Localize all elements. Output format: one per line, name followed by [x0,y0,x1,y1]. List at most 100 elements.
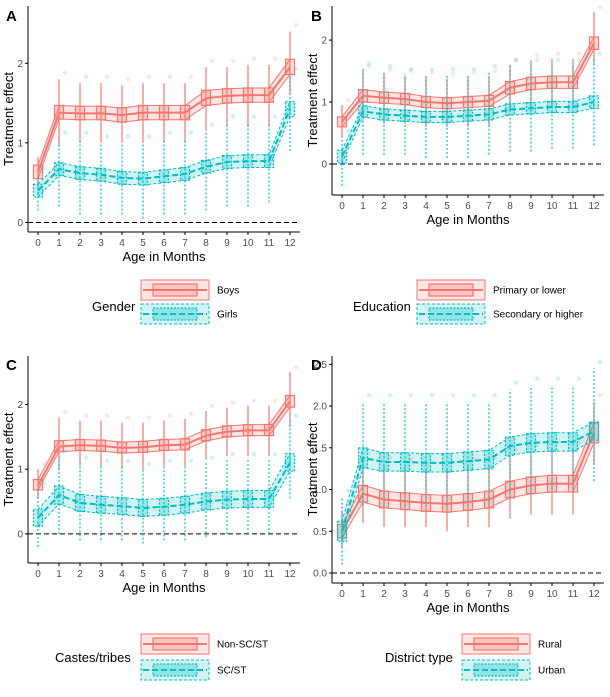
outlier-point [188,74,194,80]
x-tick-label: 11 [264,569,275,580]
outlier-point [555,51,561,56]
outlier-point [387,393,393,398]
outlier-point [251,398,257,403]
y-tick-label: 0 [17,218,23,229]
outlier-point [293,22,299,28]
x-axis-title: Age in Months [122,580,206,595]
outlier-point [272,398,278,403]
x-tick-label: 4 [423,201,429,212]
outlier-point [209,58,215,64]
outlier-point [366,60,372,66]
legend-key [140,633,210,655]
outlier-point [188,411,194,416]
legend-label: Rural [538,640,562,651]
outlier-point [167,74,173,80]
outlier-point [293,413,299,418]
outlier-point [534,57,540,63]
x-tick-label: 5 [444,201,450,212]
outlier-point [366,393,372,398]
outlier-point [230,58,236,64]
legend-label: Boys [217,286,239,297]
x-tick-label: 7 [486,201,492,212]
outlier-point [408,68,414,74]
x-tick-label: 4 [423,589,429,600]
x-tick-label: 10 [242,569,254,580]
x-tick-label: 0 [35,569,41,580]
x-tick-label: 2 [381,589,387,600]
outlier-point [104,74,110,80]
legend-key [461,633,531,655]
y-tick-label: 1 [321,98,327,109]
outlier-point [251,56,257,61]
outlier-point [146,415,152,420]
outlier-point [597,51,603,56]
panel-tag: B [311,8,322,25]
x-tick-label: 5 [140,569,146,580]
x-tick-label: 3 [402,589,408,600]
y-tick-label: 0.0 [313,568,327,579]
outlier-point [272,56,278,61]
x-tick-label: 9 [528,589,534,600]
x-tick-label: 1 [56,569,62,580]
outlier-point [251,114,257,119]
outlier-point [83,455,89,460]
outlier-point [230,400,236,405]
y-tick-label: 1 [17,465,23,476]
trend-line [341,101,595,158]
outlier-point [146,461,152,467]
x-tick-label: 8 [507,589,513,600]
x-tick-label: 2 [77,569,83,580]
x-tick-label: 3 [402,201,408,212]
x-tick-label: 1 [360,589,366,600]
outlier-point [62,410,68,415]
x-tick-label: 5 [140,238,146,249]
x-tick-label: 3 [98,238,104,249]
y-tick-label: 2 [17,59,23,70]
series-sc-st [32,413,299,547]
box [336,520,348,542]
legend-title: Castes/tribes [55,650,131,665]
x-tick-label: 0 [35,238,41,249]
x-axis-title: Age in Months [426,212,510,227]
legend-label: Urban [538,666,565,677]
x-tick-label: 6 [161,569,167,580]
trend-line [341,430,595,532]
series-boys [32,22,299,187]
outlier-point [450,393,456,398]
x-tick-label: 12 [284,238,296,249]
x-tick-label: 3 [98,569,104,580]
x-tick-label: 10 [546,589,558,600]
outlier-point [62,130,68,135]
y-tick-label: 0 [17,529,23,540]
x-tick-label: 11 [568,201,579,212]
outlier-point [146,74,152,80]
outlier-point [492,68,498,74]
legend: Gender Boys Girls [92,279,239,325]
outlier-point [83,130,89,135]
outlier-point [513,57,519,63]
legend-key [140,303,210,325]
y-axis-title: Treatment effect [305,53,320,147]
outlier-point [450,71,456,76]
outlier-point [293,66,299,72]
legend: District type Rural Urban [385,633,565,681]
y-tick-label: 2 [17,400,23,411]
outlier-point [429,67,435,72]
outlier-point [555,376,561,381]
outlier-point [83,74,89,80]
outlier-point [576,51,582,56]
x-tick-label: 1 [360,201,366,212]
y-axis-title: Treatment effect [1,412,16,506]
y-tick-label: 1.0 [313,485,327,496]
legend-title: Education [353,299,411,314]
outlier-point [188,458,194,463]
x-tick-label: 8 [203,238,209,249]
x-tick-label: 4 [119,238,125,249]
outlier-point [408,393,414,398]
outlier-point [345,488,351,494]
outlier-point [167,130,173,135]
